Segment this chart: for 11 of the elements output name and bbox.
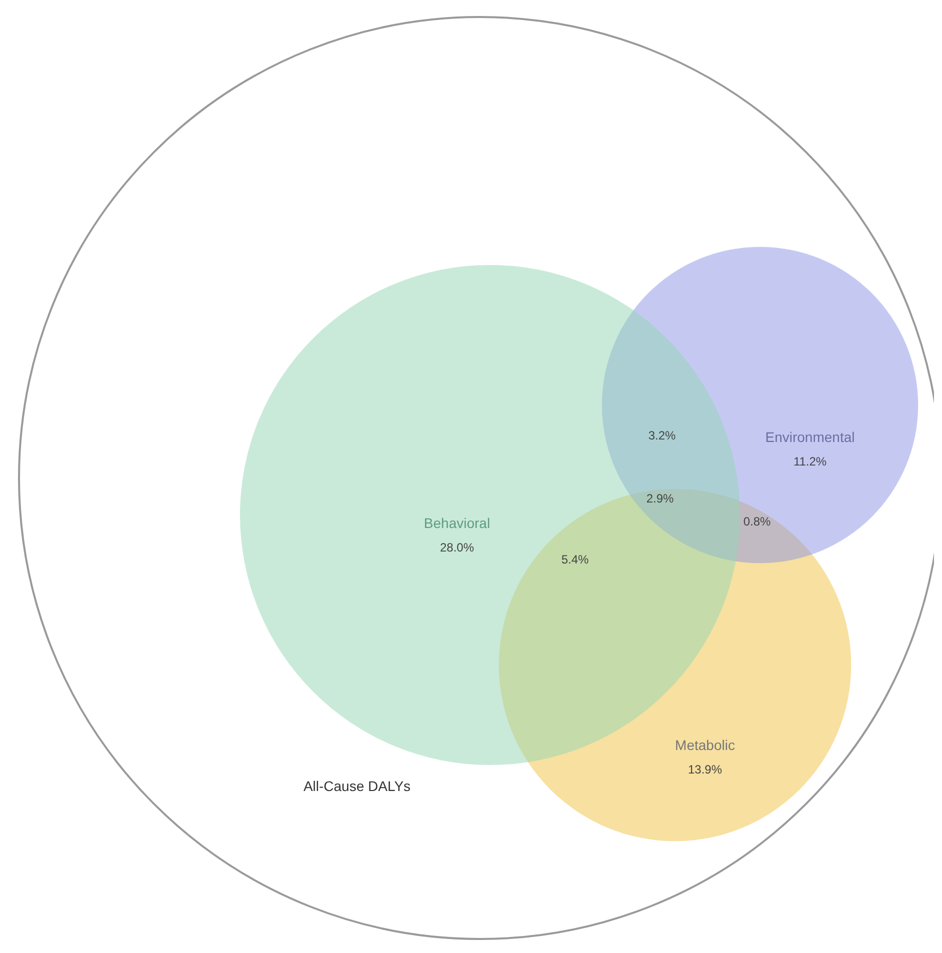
text: 3.2% [648, 428, 676, 442]
text: All-Cause DALYs [303, 778, 411, 794]
data-label: 28.0% [440, 540, 474, 554]
text: 2.9% [646, 491, 674, 506]
category-label: Environmental [765, 428, 855, 445]
category-label: Behavioral [424, 514, 490, 531]
data-label: 13.9% [688, 762, 722, 776]
category-label: Metabolic [675, 736, 735, 753]
text: 5.4% [561, 552, 589, 566]
text: 0.8% [743, 514, 771, 528]
data-label: 11.2% [793, 454, 827, 468]
